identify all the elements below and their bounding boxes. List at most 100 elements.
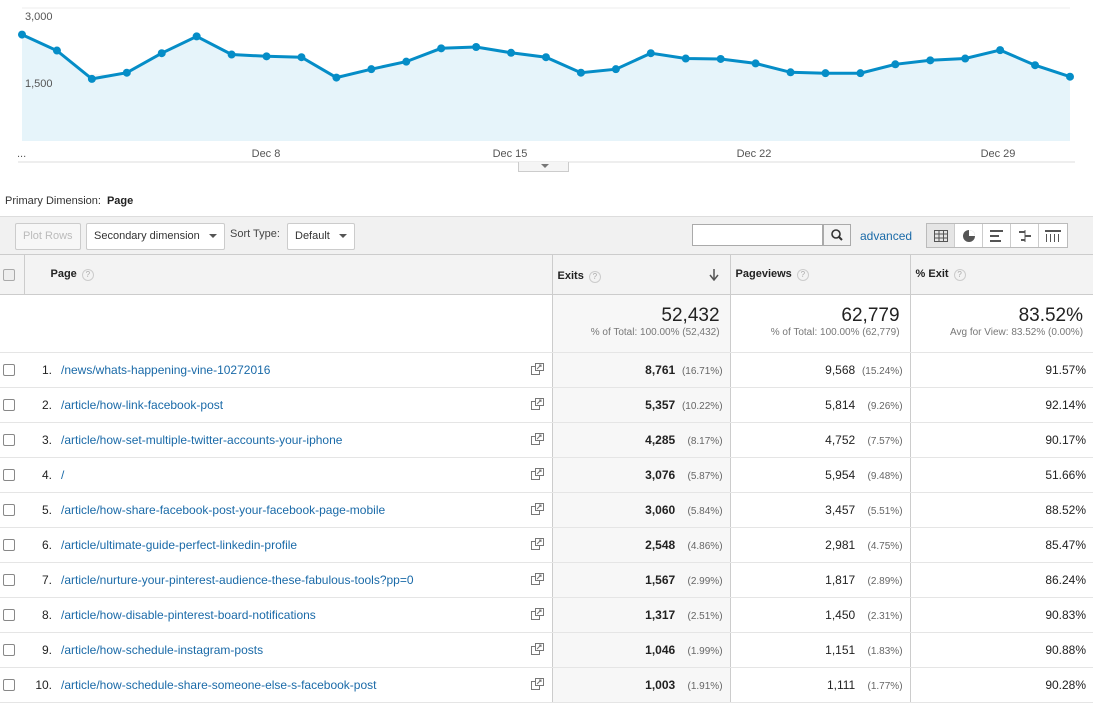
row-checkbox[interactable] <box>3 469 15 481</box>
data-point[interactable] <box>87 74 96 83</box>
column-header-exit-pct[interactable]: % Exit? <box>909 254 1094 295</box>
external-link-icon[interactable] <box>530 537 544 550</box>
comparison-view-button[interactable] <box>1011 224 1039 247</box>
pageviews-value: 9,568 <box>825 363 856 377</box>
exit-pct-cell: 51.66% <box>909 457 1094 493</box>
data-point[interactable] <box>332 73 341 82</box>
row-checkbox[interactable] <box>3 574 15 586</box>
exits-percent: (2.99%) <box>687 576 723 587</box>
exits-percent: (1.91%) <box>687 681 723 692</box>
data-point[interactable] <box>367 65 376 74</box>
data-point[interactable] <box>961 54 970 63</box>
data-point[interactable] <box>856 69 865 78</box>
data-point[interactable] <box>611 65 620 74</box>
data-point[interactable] <box>1031 61 1040 70</box>
data-point[interactable] <box>52 46 61 55</box>
advanced-filter-link[interactable]: advanced <box>860 229 913 243</box>
column-header-label: Exits <box>557 269 584 282</box>
data-point[interactable] <box>18 30 26 39</box>
data-point[interactable] <box>262 52 271 61</box>
external-link-icon[interactable] <box>530 362 544 375</box>
external-link-icon[interactable] <box>530 432 544 445</box>
data-point[interactable] <box>751 59 760 68</box>
external-link-icon[interactable] <box>530 642 544 655</box>
external-link-icon[interactable] <box>530 572 544 585</box>
data-point[interactable] <box>507 48 516 57</box>
table-view-button[interactable] <box>927 224 955 247</box>
page-link[interactable]: /article/how-disable-pinterest-board-not… <box>61 608 316 622</box>
row-checkbox[interactable] <box>3 609 15 621</box>
pageviews-cell: 4,752 (7.57%) <box>729 422 911 458</box>
row-checkbox[interactable] <box>3 399 15 411</box>
data-point[interactable] <box>646 49 655 58</box>
external-link-icon[interactable] <box>530 467 544 480</box>
data-point[interactable] <box>437 44 446 53</box>
data-point[interactable] <box>681 54 690 63</box>
data-point[interactable] <box>227 50 236 59</box>
help-icon[interactable]: ? <box>81 269 94 281</box>
help-icon[interactable]: ? <box>953 269 966 281</box>
column-header-label: % Exit <box>915 268 949 280</box>
select-all-checkbox[interactable] <box>3 268 15 281</box>
page-link[interactable]: /article/how-schedule-instagram-posts <box>61 643 264 657</box>
sort-type-dropdown[interactable]: Default <box>287 223 355 250</box>
chart-collapse-toggle[interactable] <box>518 162 569 172</box>
column-header-pageviews[interactable]: Pageviews? <box>729 254 911 295</box>
page-link[interactable]: /article/how-link-facebook-post <box>61 398 224 412</box>
row-checkbox[interactable] <box>3 539 15 551</box>
help-icon[interactable]: ? <box>796 269 809 281</box>
data-point[interactable] <box>192 32 201 41</box>
data-point[interactable] <box>891 60 900 69</box>
row-checkbox[interactable] <box>3 434 15 446</box>
help-icon[interactable]: ? <box>588 270 601 283</box>
external-link-icon[interactable] <box>530 397 544 410</box>
row-checkbox[interactable] <box>3 504 15 516</box>
external-link-icon[interactable] <box>530 677 544 690</box>
data-point[interactable] <box>576 68 585 77</box>
page-link[interactable]: /article/how-schedule-share-someone-else… <box>61 678 377 692</box>
pie-view-button[interactable] <box>955 224 983 247</box>
pageviews-percent: (1.83%) <box>867 646 903 657</box>
page-link[interactable]: /article/ultimate-guide-perfect-linkedin… <box>61 538 298 552</box>
page-link[interactable]: /article/how-share-facebook-post-your-fa… <box>61 503 386 517</box>
row-checkbox[interactable] <box>3 364 15 376</box>
data-point[interactable] <box>1066 72 1074 81</box>
data-point[interactable] <box>926 56 935 65</box>
performance-view-button[interactable] <box>983 224 1011 247</box>
data-point[interactable] <box>472 43 481 52</box>
row-checkbox[interactable] <box>3 644 15 656</box>
column-header-page[interactable]: Page? <box>24 254 553 295</box>
search-input[interactable] <box>692 224 823 246</box>
data-point[interactable] <box>821 69 830 78</box>
row-checkbox-cell <box>0 562 24 598</box>
data-point[interactable] <box>786 68 795 77</box>
column-header-label: Pageviews <box>735 268 792 280</box>
pageviews-value: 1,151 <box>825 643 856 657</box>
page-link[interactable]: /news/whats-happening-vine-10272016 <box>61 363 271 377</box>
external-link-icon[interactable] <box>530 502 544 515</box>
exits-cell: 8,761 (16.71%) <box>551 352 731 388</box>
data-point[interactable] <box>297 53 306 62</box>
secondary-dimension-dropdown[interactable]: Secondary dimension <box>86 223 225 250</box>
data-point[interactable] <box>716 54 725 63</box>
primary-dimension-value[interactable]: Page <box>106 195 134 207</box>
row-checkbox[interactable] <box>3 679 15 691</box>
exits-value: 3,076 <box>645 468 676 482</box>
page-link[interactable]: /article/nurture-your-pinterest-audience… <box>61 573 414 587</box>
page-link[interactable]: /article/how-set-multiple-twitter-accoun… <box>61 433 343 447</box>
data-point[interactable] <box>122 68 131 77</box>
external-link-icon[interactable] <box>530 607 544 620</box>
page-link[interactable]: / <box>61 468 65 482</box>
search-button[interactable] <box>823 224 851 246</box>
data-point[interactable] <box>996 46 1005 55</box>
y-tick-label: 1,500 <box>25 78 53 90</box>
data-point[interactable] <box>402 57 411 66</box>
data-point[interactable] <box>542 53 550 62</box>
table-row: 1. /news/whats-happening-vine-10272016 8… <box>0 352 1094 388</box>
plot-rows-button[interactable]: Plot Rows <box>15 223 81 250</box>
column-header-exits[interactable]: Exits? <box>551 254 731 295</box>
pageviews-cell: 5,954 (9.48%) <box>729 457 911 493</box>
pivot-view-button[interactable] <box>1039 224 1067 247</box>
data-point[interactable] <box>157 49 166 58</box>
pageviews-cell: 1,151 (1.83%) <box>729 632 911 668</box>
